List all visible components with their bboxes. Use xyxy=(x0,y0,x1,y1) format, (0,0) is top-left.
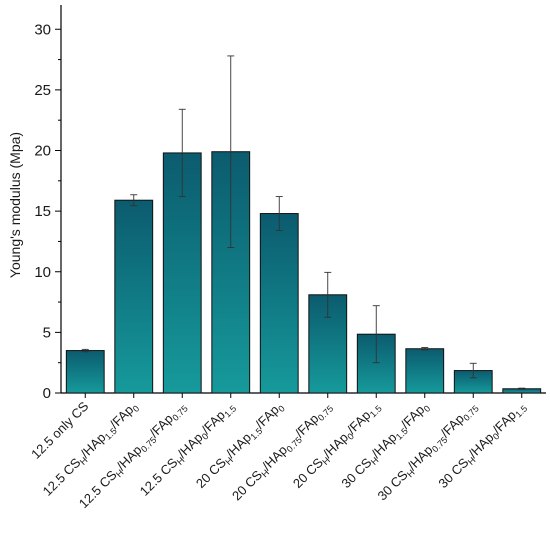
x-tick-label: 30 CSH/HAp0.75/FAp0.75 xyxy=(374,399,480,505)
y-tick-label: 5 xyxy=(43,324,51,341)
x-tick-label: 20 CSH/HAp0/FAp1.5 xyxy=(290,399,384,493)
y-tick-label: 25 xyxy=(34,82,51,99)
bar xyxy=(65,350,105,394)
y-tick-label: 15 xyxy=(34,203,51,220)
y-tick-label: 10 xyxy=(34,264,51,281)
bar xyxy=(259,213,299,394)
x-tick-label: 30 CSH/HAp1.5/FAp0 xyxy=(338,399,432,493)
bars xyxy=(65,151,542,394)
y-axis-title: Young's modulus (Mpa) xyxy=(7,132,23,278)
bar xyxy=(114,199,154,394)
x-tick-label: 20 CSH/HAp0.75/FAp0.75 xyxy=(229,399,335,505)
x-tick-label: 20 CSH/HAp1.5/FAp0 xyxy=(193,399,287,493)
y-tick-label: 0 xyxy=(43,385,51,402)
x-tick-label: 30 CSH/HAp0/FAp1.5 xyxy=(435,399,529,493)
y-tick-label: 20 xyxy=(34,143,51,160)
error-bars xyxy=(81,55,526,390)
y-tick-label: 30 xyxy=(34,21,51,38)
bar xyxy=(405,348,445,394)
